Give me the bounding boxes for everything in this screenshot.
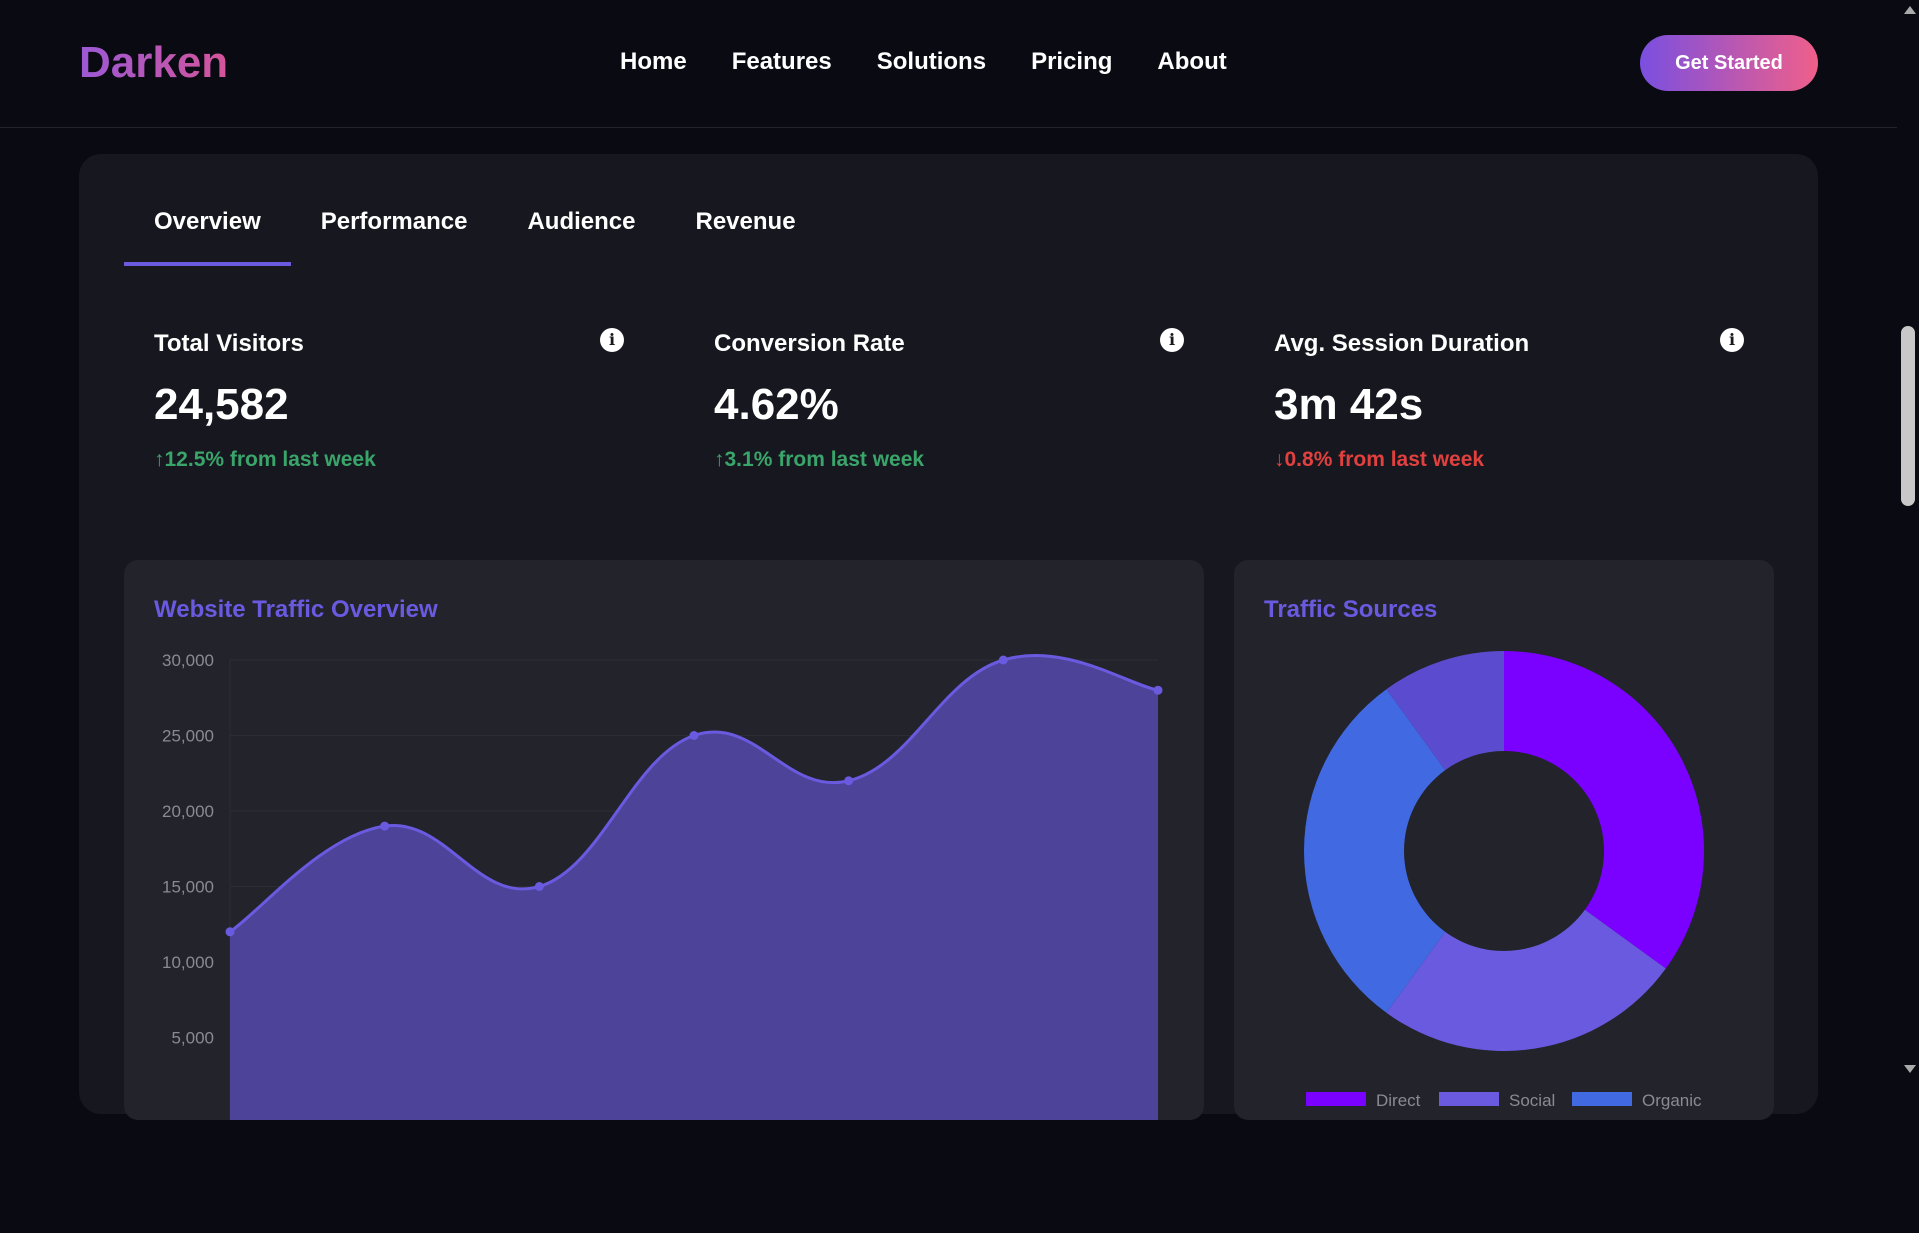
tab-overview[interactable]: Overview xyxy=(124,204,291,266)
card-title: Traffic Sources xyxy=(1264,596,1438,623)
stat-change: ↑12.5% from last week xyxy=(154,448,376,471)
stat-value: 24,582 xyxy=(154,380,289,429)
legend-label: Direct xyxy=(1376,1091,1421,1110)
stat-title: Total Visitors xyxy=(154,330,304,357)
area-fill xyxy=(230,655,1158,1120)
stat-value: 3m 42s xyxy=(1274,380,1424,429)
data-point xyxy=(534,882,544,891)
stat-title: Avg. Session Duration xyxy=(1274,330,1530,357)
scroll-down-icon[interactable] xyxy=(1904,1065,1916,1073)
y-tick-label: 15,000 xyxy=(162,878,214,897)
tab-bar: Overview Performance Audience Revenue xyxy=(124,204,826,266)
legend-swatch xyxy=(1572,1092,1632,1106)
donut-slice xyxy=(1386,909,1666,1051)
traffic-donut-chart: Direct Social Organic xyxy=(1304,651,1704,1110)
y-tick-label: 20,000 xyxy=(162,802,214,821)
stat-change: ↓0.8% from last week xyxy=(1274,448,1485,471)
y-tick-label: 30,000 xyxy=(162,651,214,670)
tab-performance[interactable]: Performance xyxy=(320,208,468,235)
info-icon[interactable]: i xyxy=(1720,328,1744,352)
traffic-area-chart: 30,000 25,000 20,000 15,000 10,000 5,000 xyxy=(162,651,1163,1120)
legend-label: Organic xyxy=(1642,1091,1702,1110)
y-tick-label: 25,000 xyxy=(162,727,214,746)
data-point xyxy=(844,776,854,786)
nav-home[interactable]: Home xyxy=(620,48,687,75)
vertical-scrollbar[interactable] xyxy=(1897,0,1919,1079)
data-point xyxy=(998,655,1008,665)
donut-slice xyxy=(1504,651,1704,969)
traffic-sources-card: Traffic Sources Direct Social Organic xyxy=(1234,560,1774,1120)
page: Darken Home Features Solutions Pricing A… xyxy=(0,0,1916,1120)
legend-swatch xyxy=(1306,1092,1366,1106)
data-point xyxy=(689,731,699,740)
y-tick-label: 5,000 xyxy=(171,1029,214,1048)
traffic-overview-card: Website Traffic Overview 30,000 25,000 20,… xyxy=(124,560,1204,1120)
data-point xyxy=(380,821,390,831)
main-nav: Home Features Solutions Pricing About xyxy=(620,48,1272,76)
legend-swatch xyxy=(1439,1092,1499,1106)
y-tick-label: 10,000 xyxy=(162,953,214,972)
data-point xyxy=(1153,685,1163,695)
tab-revenue[interactable]: Revenue xyxy=(695,208,796,235)
stat-value: 4.62% xyxy=(714,380,839,429)
info-icon[interactable]: i xyxy=(1160,328,1184,352)
donut-slice xyxy=(1304,689,1446,1013)
brand-logo[interactable]: Darken xyxy=(79,38,229,87)
info-icon[interactable]: i xyxy=(600,328,624,352)
top-header: Darken Home Features Solutions Pricing A… xyxy=(0,0,1897,128)
legend-swatch-direct xyxy=(1306,1219,1366,1233)
get-started-button[interactable]: Get Started xyxy=(1640,35,1818,91)
scroll-thumb[interactable] xyxy=(1901,326,1915,506)
tab-audience[interactable]: Audience xyxy=(527,208,636,235)
data-point xyxy=(225,927,235,937)
legend-label: Social xyxy=(1509,1091,1555,1110)
nav-features[interactable]: Features xyxy=(731,48,832,75)
nav-about[interactable]: About xyxy=(1157,48,1227,75)
nav-pricing[interactable]: Pricing xyxy=(1031,48,1113,75)
nav-solutions[interactable]: Solutions xyxy=(876,48,987,75)
card-title: Website Traffic Overview xyxy=(154,596,438,623)
scroll-up-icon[interactable] xyxy=(1904,6,1916,14)
stat-title: Conversion Rate xyxy=(714,330,905,357)
dashboard-panel: Overview Performance Audience Revenue To… xyxy=(79,154,1818,1120)
stat-change: ↑3.1% from last week xyxy=(714,448,925,471)
donut-slice xyxy=(1386,651,1504,771)
